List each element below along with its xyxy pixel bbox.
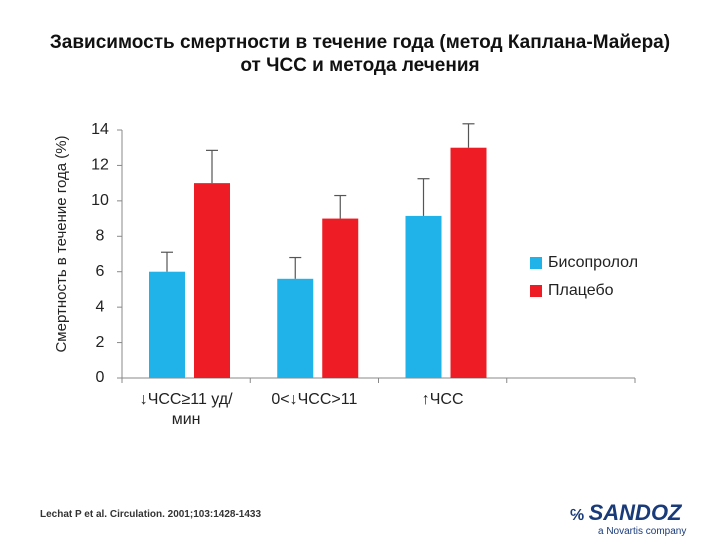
error-bar (462, 123, 475, 148)
error-bar (206, 149, 218, 184)
legend-swatch (530, 285, 542, 297)
y-tick-label: 8 (96, 228, 105, 245)
bar (277, 278, 314, 378)
logo-text: SANDOZ (588, 500, 682, 525)
logo-icon: ℅ (570, 507, 589, 524)
title-line: от ЧСС и метода лечения (240, 55, 480, 76)
y-tick-label: 10 (91, 192, 109, 209)
y-tick-label: 12 (91, 157, 109, 174)
legend-label: Бисопролол (548, 254, 638, 271)
error-bar (161, 251, 173, 272)
bar (405, 215, 442, 378)
x-tick-label: ↑ЧСС (421, 391, 464, 408)
y-tick-label: 6 (96, 263, 105, 280)
footnote: Lechat P et al. Circulation. 2001;103:14… (40, 509, 262, 520)
bar (322, 218, 359, 378)
y-axis-label: Смертность в течение года (%) (53, 135, 70, 352)
logo-brand: ℅ SANDOZ (570, 500, 682, 526)
y-tick-label: 14 (91, 121, 109, 138)
x-tick-label: 0<↓ЧСС>11 (271, 391, 358, 408)
bar (194, 183, 230, 378)
error-bar (417, 178, 430, 216)
y-tick-label: 2 (96, 334, 105, 351)
legend-swatch (530, 257, 542, 269)
x-tick-label: ↓ЧСС≥11 уд/мин (139, 391, 233, 428)
logo-tagline: a Novartis company (598, 526, 687, 537)
title-line: Зависимость смертности в течение года (м… (49, 32, 671, 53)
bar (149, 271, 185, 378)
error-bar (289, 256, 302, 279)
error-bar (334, 194, 347, 219)
bar (450, 147, 487, 378)
y-tick-label: 0 (96, 369, 105, 386)
legend-label: Плацебо (548, 282, 614, 299)
y-tick-label: 4 (96, 298, 105, 315)
